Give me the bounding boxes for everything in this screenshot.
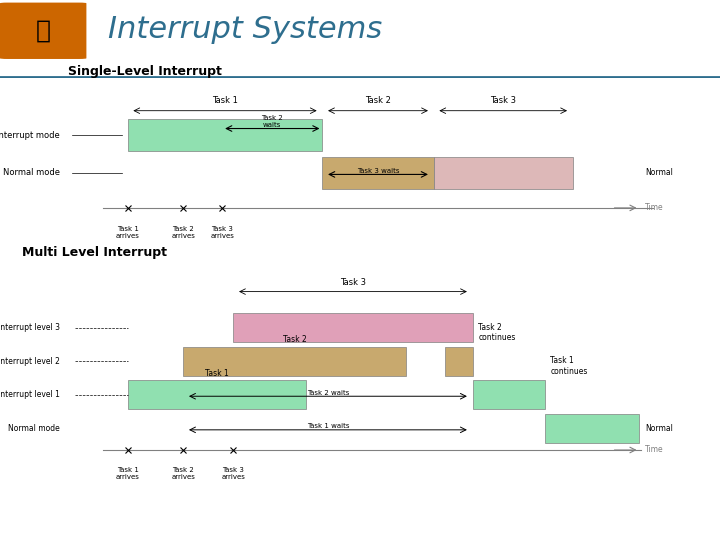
Text: Task 3
arrives: Task 3 arrives xyxy=(210,226,234,239)
Text: Task 3 waits: Task 3 waits xyxy=(356,168,400,174)
Bar xyxy=(545,414,639,443)
Text: Task 1 waits: Task 1 waits xyxy=(307,423,349,429)
Text: Task 2
arrives: Task 2 arrives xyxy=(171,226,195,239)
Bar xyxy=(472,380,545,409)
Text: Interrupt mode: Interrupt mode xyxy=(0,131,60,139)
Text: Interrupt level 2: Interrupt level 2 xyxy=(0,357,60,366)
Bar xyxy=(233,313,472,342)
FancyBboxPatch shape xyxy=(0,3,86,59)
Text: Interrupt level 3: Interrupt level 3 xyxy=(0,323,60,332)
Text: Task 2 waits: Task 2 waits xyxy=(307,390,349,396)
Text: Time: Time xyxy=(645,204,664,212)
Text: Task 1
continues: Task 1 continues xyxy=(551,356,588,376)
Text: Task 2
arrives: Task 2 arrives xyxy=(171,467,195,480)
Bar xyxy=(184,347,406,376)
Text: Normal: Normal xyxy=(645,168,673,177)
Text: Task 1
arrives: Task 1 arrives xyxy=(116,226,140,239)
Text: Normal mode: Normal mode xyxy=(3,168,60,177)
Bar xyxy=(127,119,323,151)
Text: Task 1
arrives: Task 1 arrives xyxy=(116,467,140,480)
Text: Task 3: Task 3 xyxy=(340,278,366,287)
Text: Task 2: Task 2 xyxy=(365,96,391,105)
Text: 🤖: 🤖 xyxy=(36,19,50,43)
Bar xyxy=(445,347,472,376)
Text: Interrupt level 1: Interrupt level 1 xyxy=(0,390,60,399)
Text: Task 3
arrives: Task 3 arrives xyxy=(222,467,246,480)
Bar xyxy=(323,157,433,189)
Text: Multi Level Interrupt: Multi Level Interrupt xyxy=(22,246,166,259)
Text: Task 2
continues: Task 2 continues xyxy=(478,322,516,342)
Text: Task 2
waits: Task 2 waits xyxy=(261,115,283,128)
Text: Single-Level Interrupt: Single-Level Interrupt xyxy=(68,65,222,78)
Bar xyxy=(127,380,306,409)
Text: Task 1: Task 1 xyxy=(212,96,238,105)
Bar xyxy=(433,157,572,189)
Text: Normal mode: Normal mode xyxy=(8,424,60,433)
Text: Time: Time xyxy=(645,446,664,455)
Text: Normal: Normal xyxy=(645,424,673,433)
Text: Task 3: Task 3 xyxy=(490,96,516,105)
Text: Interrupt Systems: Interrupt Systems xyxy=(108,15,382,44)
Text: Task 2: Task 2 xyxy=(283,335,307,345)
Text: Task 1: Task 1 xyxy=(204,369,228,378)
